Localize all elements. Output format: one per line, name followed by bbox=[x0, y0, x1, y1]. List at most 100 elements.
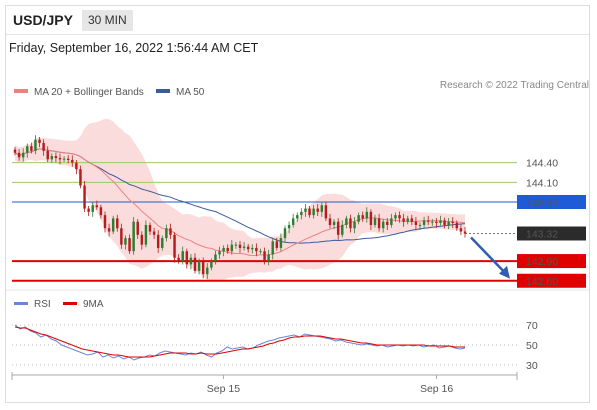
candle-body bbox=[95, 205, 99, 208]
candle-body bbox=[140, 234, 144, 245]
candle-body bbox=[177, 257, 180, 262]
rsi-line bbox=[14, 324, 466, 361]
candle-body bbox=[148, 224, 152, 232]
candle-body bbox=[165, 228, 168, 239]
candle-body bbox=[17, 152, 21, 158]
candle-body bbox=[353, 221, 356, 229]
candle-body bbox=[87, 208, 90, 212]
candle-body bbox=[431, 221, 434, 223]
timeframe-badge[interactable]: 30 MIN bbox=[82, 10, 133, 31]
candle-body bbox=[255, 247, 258, 252]
candle-body bbox=[83, 185, 86, 209]
candle-body bbox=[210, 261, 213, 268]
candle-body bbox=[414, 221, 418, 225]
candle-body bbox=[71, 160, 74, 163]
candle-body bbox=[267, 254, 270, 262]
candle-body bbox=[120, 228, 123, 245]
candle-body bbox=[144, 224, 148, 245]
level-label-4: 142.90 bbox=[526, 256, 558, 268]
forecast-arrow-line bbox=[470, 236, 507, 275]
candle-body bbox=[128, 238, 131, 252]
ma20-line bbox=[14, 148, 466, 257]
legend-swatch-ma20 bbox=[14, 89, 28, 93]
candle-body bbox=[279, 238, 283, 248]
rsi-tick-0: 70 bbox=[526, 320, 538, 332]
candle-body bbox=[459, 228, 463, 232]
candle-body bbox=[201, 261, 205, 275]
candle-body bbox=[103, 215, 107, 229]
candle-body bbox=[91, 205, 94, 212]
candle-body bbox=[271, 241, 274, 255]
candle-body bbox=[136, 221, 139, 235]
candle-body bbox=[173, 234, 176, 258]
candle-body bbox=[26, 146, 29, 153]
candle-body bbox=[304, 208, 307, 212]
candle-body bbox=[443, 220, 446, 225]
candle-body bbox=[259, 251, 262, 253]
candle-body bbox=[463, 231, 467, 234]
candle-body bbox=[79, 169, 82, 186]
candle-body bbox=[30, 146, 33, 151]
candle-body bbox=[283, 228, 287, 239]
candle-body bbox=[238, 244, 242, 248]
candle-body bbox=[181, 251, 184, 262]
candle-body bbox=[426, 220, 430, 222]
level-label-1: 144.10 bbox=[526, 177, 558, 189]
candle-body bbox=[291, 218, 295, 225]
level-label-5: 142.60 bbox=[526, 276, 558, 288]
candle-body bbox=[193, 257, 197, 271]
candle-body bbox=[161, 238, 164, 248]
candle-body bbox=[218, 251, 221, 255]
candle-body bbox=[99, 207, 103, 216]
candle-body bbox=[435, 221, 438, 223]
symbol-label: USD/JPY bbox=[13, 12, 73, 28]
candle-body bbox=[54, 156, 58, 159]
candle-body bbox=[185, 251, 189, 265]
level-label-3: 143.32 bbox=[526, 229, 558, 241]
candle-body bbox=[394, 215, 397, 219]
level-label-0: 144.40 bbox=[526, 158, 558, 170]
candle-body bbox=[406, 218, 409, 222]
candle-body bbox=[361, 215, 364, 219]
candle-body bbox=[447, 221, 450, 225]
forecast-arrow-head bbox=[499, 265, 510, 279]
candle-body bbox=[296, 215, 299, 219]
candle-body bbox=[124, 238, 127, 245]
bollinger-band bbox=[15, 118, 465, 281]
level-box-2 bbox=[517, 195, 586, 209]
legend-swatch-ma50 bbox=[156, 89, 170, 93]
x-tick-label-0: Sep 15 bbox=[207, 383, 240, 395]
legend-swatch-rsi bbox=[14, 302, 28, 305]
candle-body bbox=[66, 158, 70, 160]
candle-body bbox=[451, 221, 454, 223]
candle-body bbox=[349, 218, 352, 229]
candle-body bbox=[328, 218, 332, 225]
candle-body bbox=[422, 220, 426, 225]
rsi-ma-line bbox=[14, 326, 465, 358]
datetime-label: Friday, September 16, 2022 1:56:44 AM CE… bbox=[9, 41, 259, 55]
candle-body bbox=[206, 267, 209, 275]
candle-body bbox=[373, 218, 377, 225]
candle-body bbox=[107, 228, 111, 232]
legend-label-9ma: 9MA bbox=[83, 299, 104, 310]
rsi-tick-2: 30 bbox=[526, 360, 538, 372]
candle-body bbox=[390, 218, 393, 225]
candle-body bbox=[332, 221, 336, 225]
candle-body bbox=[42, 142, 45, 151]
candle-body bbox=[345, 218, 348, 225]
candle-body bbox=[152, 231, 156, 235]
candle-body bbox=[300, 211, 303, 216]
candle-body bbox=[169, 228, 172, 235]
candle-body bbox=[50, 156, 54, 160]
candle-body bbox=[116, 218, 119, 229]
candle-body bbox=[34, 139, 37, 151]
legend-swatch-9ma bbox=[63, 302, 77, 305]
candle-body bbox=[251, 247, 254, 250]
candle-body bbox=[439, 220, 442, 223]
candle-body bbox=[263, 251, 266, 262]
candle-body bbox=[214, 254, 217, 262]
x-tick-label-1: Sep 16 bbox=[420, 383, 453, 395]
candle-body bbox=[336, 221, 340, 235]
candle-body bbox=[398, 215, 401, 219]
